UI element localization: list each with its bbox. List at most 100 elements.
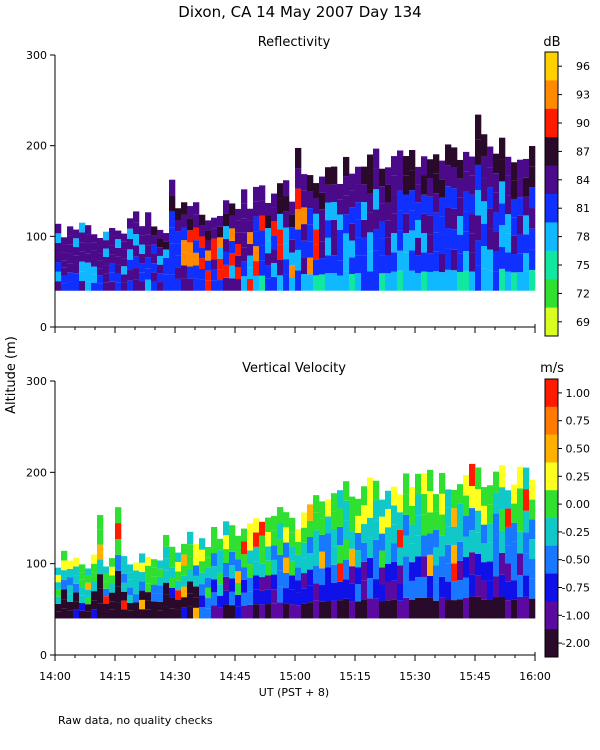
reflectivity-data-cell: [469, 194, 476, 215]
vertical-velocity-data-cell: [169, 557, 176, 568]
reflectivity-data-cell: [469, 233, 476, 253]
vertical-velocity-data-cell: [181, 554, 188, 566]
vertical-velocity-data-cell: [199, 561, 206, 573]
vertical-velocity-data-cell: [511, 541, 518, 562]
reflectivity-data-cell: [361, 237, 368, 256]
vertical-velocity-data-cell: [169, 577, 176, 588]
reflectivity-data-cell: [103, 231, 110, 241]
vertical-velocity-data-cell: [355, 584, 362, 602]
reflectivity-data-cell: [343, 195, 350, 215]
vertical-velocity-data-cell: [187, 556, 194, 569]
vertical-velocity-data-cell: [127, 603, 134, 611]
reflectivity-data-cell: [421, 194, 428, 214]
vertical-velocity-title: Vertical Velocity: [242, 361, 346, 376]
vertical-velocity-data-cell: [349, 601, 356, 619]
reflectivity-data-cell: [241, 232, 248, 248]
vertical-velocity-data-cell: [175, 580, 182, 591]
vertical-velocity-data-cell: [475, 596, 482, 619]
vertical-velocity-data-cell: [517, 575, 524, 597]
reflectivity-data-cell: [367, 232, 374, 252]
vertical-velocity-data-cell: [211, 566, 218, 580]
vertical-velocity-data-cell: [469, 530, 476, 553]
reflectivity-data-cell: [223, 239, 230, 252]
reflectivity-data-cell: [91, 282, 98, 291]
vertical-velocity-data-cell: [421, 535, 428, 557]
reflectivity-data-cell: [235, 243, 242, 256]
vertical-velocity-data-cell: [109, 584, 116, 593]
vertical-velocity-data-cell: [445, 489, 452, 508]
reflectivity-data-cell: [481, 201, 488, 224]
reflectivity-data-cell: [463, 171, 470, 192]
reflectivity-data-cell: [463, 251, 470, 271]
vertical-velocity-data-cell: [211, 579, 218, 593]
reflectivity-data-cell: [163, 274, 170, 283]
vertical-velocity-data-cell: [373, 598, 380, 619]
vertical-velocity-data-cell: [211, 553, 218, 567]
reflectivity-data-cell: [265, 265, 272, 279]
vertical-velocity-data-cell: [487, 561, 494, 581]
vertical-velocity-data-cell: [469, 463, 476, 486]
vertical-velocity-data-cell: [151, 567, 158, 577]
x-tick-label: 14:00: [39, 670, 71, 683]
vertical-velocity-data-cell: [253, 518, 260, 533]
vertical-velocity-data-cell: [169, 597, 176, 609]
reflectivity-data-cell: [265, 278, 272, 291]
reflectivity-data-cell: [403, 194, 410, 214]
reflectivity-data-cell: [391, 271, 398, 291]
reflectivity-data-cell: [67, 263, 74, 273]
vertical-velocity-data-cell: [103, 566, 110, 574]
reflectivity-data-cell: [277, 229, 284, 245]
vertical-velocity-data-cell: [505, 545, 512, 564]
vertical-velocity-data-cell: [319, 501, 326, 519]
vertical-velocity-data-cell: [409, 543, 416, 563]
vertical-velocity-data-cell: [247, 536, 254, 551]
reflectivity-data-cell: [295, 147, 302, 169]
vertical-velocity-data-cell: [115, 586, 122, 603]
vertical-velocity-data-cell: [199, 607, 206, 619]
reflectivity-data-cell: [475, 265, 482, 291]
vertical-velocity-data-cell: [283, 512, 290, 528]
reflectivity-data-cell: [283, 259, 290, 275]
vertical-velocity-data-cell: [241, 579, 248, 593]
reflectivity-data-cell: [505, 195, 512, 215]
reflectivity-data-cell: [469, 252, 476, 272]
reflectivity-data-cell: [499, 225, 506, 247]
vertical-velocity-data-cell: [409, 562, 416, 581]
vertical-velocity-data-cell: [373, 539, 380, 560]
reflectivity-data-cell: [163, 249, 170, 258]
vertical-velocity-data-cell: [127, 572, 134, 580]
reflectivity-data-cell: [409, 250, 416, 271]
reflectivity-data-cell: [145, 245, 152, 258]
reflectivity-data-cell: [439, 179, 446, 198]
vertical-velocity-data-cell: [493, 534, 500, 556]
reflectivity-data-cell: [325, 273, 332, 291]
reflectivity-data-cell: [283, 196, 290, 212]
vertical-velocity-data-cell: [247, 591, 254, 605]
reflectivity-data-cell: [151, 226, 158, 236]
vertical-velocity-data-cell: [319, 585, 326, 602]
vertical-velocity-data-cell: [511, 561, 518, 581]
reflectivity-data-cell: [499, 137, 506, 160]
vertical-velocity-data-cell: [97, 544, 104, 560]
reflectivity-data-cell: [415, 255, 422, 274]
reflectivity-data-cell: [337, 275, 344, 291]
vertical-velocity-data-cell: [325, 601, 332, 619]
vertical-velocity-data-cell: [109, 575, 116, 584]
vertical-velocity-data-cell: [115, 538, 122, 555]
reflectivity-data-cell: [175, 278, 182, 291]
vertical-velocity-data-cell: [367, 578, 374, 599]
reflectivity-data-cell: [181, 214, 188, 228]
vertical-velocity-data-cell: [229, 565, 236, 579]
reflectivity-data-cell: [127, 218, 134, 229]
reflectivity-data-cell: [97, 275, 104, 284]
vertical-velocity-data-cell: [193, 597, 200, 608]
vertical-velocity-data-cell: [181, 575, 188, 587]
vertical-velocity-data-cell: [223, 562, 230, 577]
reflectivity-data-cell: [199, 214, 206, 226]
vertical-velocity-data-cell: [133, 610, 140, 619]
vertical-velocity-data-cell: [61, 589, 68, 600]
reflectivity-data-cell: [193, 202, 200, 215]
x-tick-label: 14:15: [99, 670, 131, 683]
vertical-velocity-data-cell: [481, 524, 488, 544]
